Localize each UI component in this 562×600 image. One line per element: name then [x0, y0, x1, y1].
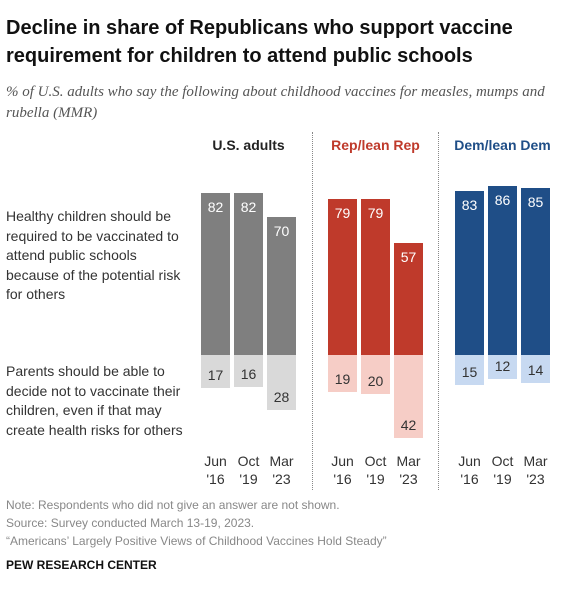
- bar: [201, 193, 230, 355]
- x-tick-label: Mar '23: [269, 453, 294, 487]
- bar: [488, 355, 517, 379]
- chart-title: Decline in share of Republicans who supp…: [6, 17, 513, 67]
- bar: [328, 199, 357, 355]
- data-label: 15: [461, 363, 478, 380]
- x-tick-label: Jun '16: [204, 453, 227, 487]
- x-tick-label: Oct '19: [491, 453, 514, 487]
- bar: [361, 355, 390, 395]
- bar: [361, 199, 390, 355]
- data-label: 57: [400, 248, 417, 265]
- data-label: 20: [367, 373, 384, 390]
- data-label: 83: [461, 197, 478, 214]
- bar: [521, 355, 550, 383]
- data-label: 17: [207, 367, 224, 384]
- bar: [394, 355, 423, 438]
- data-label: 42: [400, 416, 417, 433]
- data-label: 86: [494, 191, 511, 208]
- panel-header: Rep/lean Rep: [331, 137, 420, 153]
- bar: [455, 355, 484, 385]
- data-label: 16: [240, 365, 257, 382]
- bar: [234, 355, 263, 387]
- data-label: 19: [334, 371, 351, 388]
- data-label: 70: [273, 223, 290, 240]
- bar: [267, 217, 296, 355]
- bar: [394, 242, 423, 355]
- row-label: Healthy children should be required to b…: [6, 208, 181, 302]
- panel-divider: [312, 132, 313, 490]
- data-label: 82: [240, 199, 257, 216]
- note: Source: Survey conducted March 13-19, 20…: [6, 516, 255, 530]
- source-org: PEW RESEARCH CENTER: [6, 558, 157, 572]
- panel-header: U.S. adults: [212, 137, 285, 153]
- x-tick-label: Jun '16: [331, 453, 354, 487]
- bar: [234, 193, 263, 355]
- bar: [521, 187, 550, 355]
- bar: [328, 355, 357, 393]
- bar: [455, 191, 484, 355]
- data-label: 79: [367, 205, 384, 222]
- data-label: 28: [273, 389, 290, 406]
- data-label: 85: [527, 193, 544, 210]
- data-label: 14: [527, 361, 544, 378]
- note: Note: Respondents who did not give an an…: [6, 498, 340, 512]
- panel-divider: [438, 132, 439, 490]
- note: “Americans’ Largely Positive Views of Ch…: [6, 534, 387, 548]
- bar: [488, 185, 517, 355]
- x-tick-label: Jun '16: [458, 453, 481, 487]
- bar: [267, 355, 296, 411]
- x-tick-label: Mar '23: [523, 453, 548, 487]
- x-tick-label: Oct '19: [364, 453, 387, 487]
- data-label: 79: [334, 205, 351, 222]
- row-label: Parents should be able to decide not to …: [6, 363, 183, 438]
- panel-header: Dem/lean Dem: [454, 137, 551, 153]
- x-tick-label: Oct '19: [237, 453, 260, 487]
- x-tick-label: Mar '23: [396, 453, 421, 487]
- data-label: 12: [494, 357, 511, 374]
- bar: [201, 355, 230, 389]
- chart-subtitle: % of U.S. adults who say the following a…: [6, 84, 545, 121]
- data-label: 82: [207, 199, 224, 216]
